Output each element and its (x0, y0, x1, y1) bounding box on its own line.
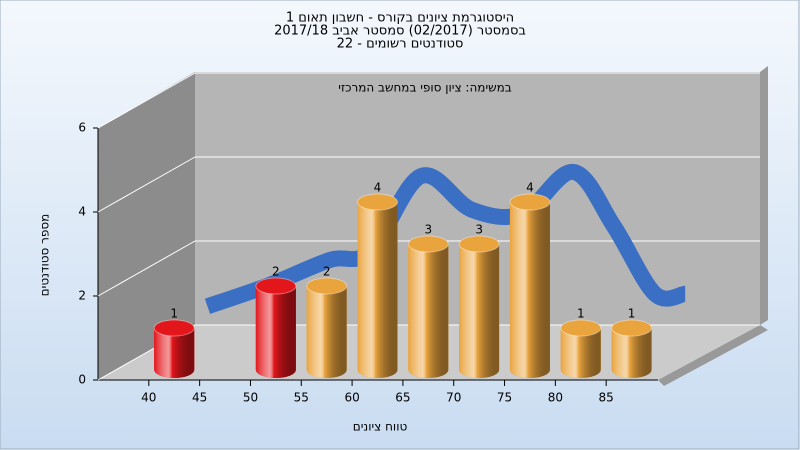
x-tick-label: 50 (243, 391, 258, 405)
grid-line (97, 240, 196, 297)
value-label: 3 (475, 223, 483, 237)
bar-top (560, 319, 602, 337)
bar-shade (408, 244, 449, 378)
bar-shade (154, 328, 195, 378)
wall-edge (760, 66, 768, 325)
y-axis-label: מספר סטודנטים (38, 214, 52, 297)
y-tick-label: 2 (78, 289, 86, 303)
annotation: במשימה: ציון סופי במחשב המרכזי (338, 81, 512, 95)
title-line: היסטוגרמת ציונים בקורס - חשבון תאום 1 (286, 11, 514, 26)
value-label: 2 (323, 265, 331, 279)
value-label: 1 (628, 307, 636, 321)
bar (357, 193, 398, 378)
value-label: 4 (526, 181, 534, 195)
bar-top (458, 235, 500, 253)
x-tick-label: 45 (192, 391, 207, 405)
bar (560, 319, 602, 378)
curve (204, 163, 687, 314)
x-tick-label: 55 (294, 391, 309, 405)
x-tick-label: 85 (599, 391, 614, 405)
bar-top (357, 193, 398, 211)
left-wall (98, 72, 195, 380)
bar (153, 319, 195, 378)
title-line: סטודנטים רשומים - 22 (337, 37, 464, 52)
bar-shade (255, 286, 296, 378)
bar-top (255, 277, 297, 295)
bar-shade (459, 244, 500, 378)
grid-line (97, 156, 196, 213)
floor-edge (658, 325, 768, 386)
bar (509, 193, 551, 378)
bar (407, 235, 449, 378)
bar (306, 277, 348, 378)
y-tick-label: 6 (78, 121, 86, 135)
bar-shade (509, 202, 550, 378)
bar-shade (306, 286, 347, 378)
value-label: 3 (424, 223, 432, 237)
bar (458, 235, 500, 378)
x-tick-label: 65 (395, 391, 410, 405)
x-tick-label: 75 (497, 391, 512, 405)
bar-top (407, 235, 449, 253)
x-tick-label: 70 (446, 391, 461, 405)
value-label: 1 (170, 307, 178, 321)
bar (255, 277, 297, 378)
x-tick-label: 80 (548, 391, 563, 405)
bar-top (153, 319, 195, 337)
bar (611, 319, 653, 378)
grid-line (97, 72, 196, 129)
y-tick-label: 4 (78, 205, 86, 219)
x-tick-label: 60 (344, 391, 359, 405)
value-label: 1 (577, 307, 585, 321)
y-tick-label: 0 (78, 373, 86, 387)
value-label: 4 (374, 181, 382, 195)
x-tick-label: 40 (141, 391, 156, 405)
bar-top (306, 277, 348, 295)
value-label: 2 (272, 265, 280, 279)
x-axis-label: טווח ציונים (353, 420, 408, 434)
bar-shade (357, 202, 398, 378)
bar-top (611, 319, 653, 337)
title-line: בסמסטר (02/2017) סמסטר אביב 2017/18 (274, 24, 526, 39)
bar-shade (611, 328, 652, 378)
bar-top (509, 193, 551, 211)
bar-shade (560, 328, 601, 378)
